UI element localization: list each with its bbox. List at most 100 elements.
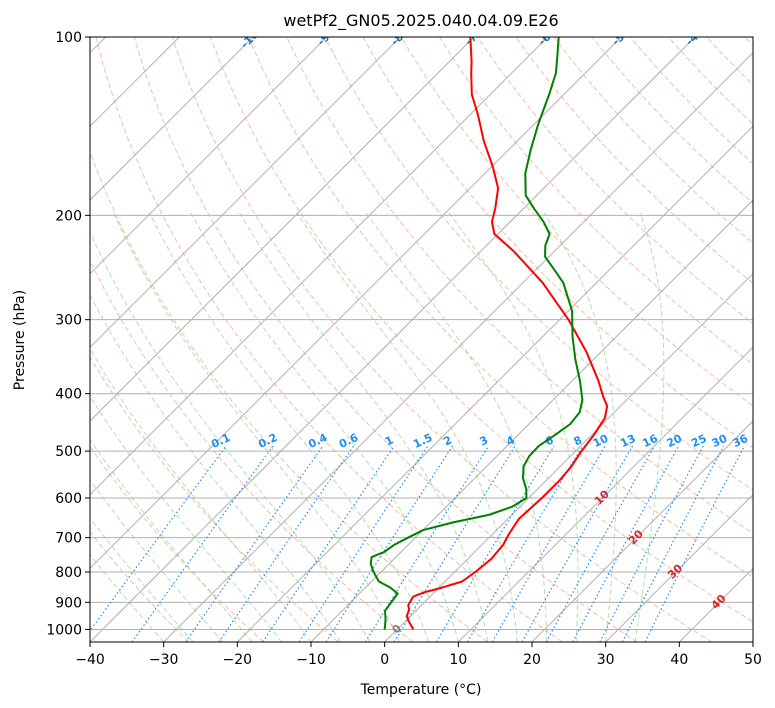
moist-adiabats [90,212,665,642]
moist-adiabat-line [90,517,194,642]
chart-title: wetPf2_GN05.2025.040.04.09.E26 [283,11,558,31]
moist-adiabat-line [634,212,665,642]
isotherm-label: -70 [462,25,485,48]
moist-adiabat-line [90,553,165,642]
temperature-profile-line [405,37,609,630]
mixing-ratio-label: 25 [689,432,708,450]
isotherm-line [531,420,753,642]
mixing-ratio-line [131,445,274,642]
isotherm-line [90,37,696,642]
isotherm-label: -50 [609,25,632,48]
mixing-ratio-label: 16 [640,432,660,450]
y-tick-label: 700 [55,531,82,547]
mixing-ratio-line [185,445,324,642]
dry-adiabat-line [477,37,753,325]
moist-adiabat-line [90,479,223,642]
dry-adiabat-line [286,37,753,534]
isotherm-line [90,37,254,201]
isotherm-line [457,346,753,642]
plot-area: 0.10.20.40.611.52346810131620253036-100-… [90,25,753,642]
moist-adiabat-line [90,347,312,642]
x-axis-label: Temperature (°C) [360,682,482,698]
dry-adiabat-line [90,531,190,642]
x-tick-label: 30 [597,652,615,668]
mixing-ratio-line [364,445,490,642]
isotherms [90,37,753,642]
isotherm-line [90,37,549,496]
isotherm-line [90,37,328,275]
y-tick-label: 200 [55,208,82,224]
x-tick-label: −10 [296,652,326,668]
isotherm-line [310,199,753,642]
isotherm-line [384,272,753,642]
dry-adiabat-line [591,37,753,204]
mixing-ratio-lines [90,445,746,642]
y-tick-label: 900 [55,595,82,611]
isotherm-line [90,37,401,349]
y-tick-label: 300 [55,313,82,329]
y-tick-label: 600 [55,491,82,507]
mixing-ratio-label: 13 [618,432,637,450]
mixing-ratio-line [545,445,656,642]
dry-adiabat-line [438,37,753,366]
moist-adiabat-line [90,230,371,642]
dry-adiabat-line [324,37,753,491]
y-axis-label: Pressure (hPa) [12,290,28,390]
mixing-ratio-line [262,445,395,642]
dry-adiabat-line [515,37,753,284]
y-tick-label: 500 [55,444,82,460]
x-tick-label: 0 [380,652,389,668]
x-tick-label: −40 [75,652,105,668]
mixing-ratio-line [325,445,454,642]
isotherm-label: -90 [315,25,338,48]
x-axis: −40 −30 −20 −10 0 10 20 30 40 50 [75,642,762,668]
moist-adiabat-line [90,438,253,642]
mixing-ratio-line [521,445,634,642]
dry-adiabat-line [90,259,414,642]
y-axis: 100 200 300 400 500 600 700 800 900 1000 [46,30,90,638]
pressure-gridlines [90,37,753,630]
dry-adiabat-line [400,37,753,407]
moist-adiabat-line [365,212,548,642]
x-tick-label: −30 [149,652,179,668]
mixing-ratio-label: 10 [591,432,611,450]
x-tick-label: 20 [523,652,541,668]
isotherm-label: -40 [683,25,706,48]
mixing-ratio-line [298,445,429,642]
x-tick-label: 10 [449,652,467,668]
mixing-ratio-label: 20 [665,432,685,450]
moist-adiabat-line [149,212,430,642]
moist-adiabat-line [90,293,341,642]
mixing-ratio-line [393,445,516,642]
x-tick-label: −20 [223,652,253,668]
y-tick-label: 1000 [46,622,82,638]
moist-adiabat-line [113,212,400,642]
x-tick-label: 40 [670,652,688,668]
dry-adiabat-line [210,37,753,623]
mixing-ratio-line [644,445,746,642]
dry-adiabat-line [90,150,488,642]
mixing-ratio-line [218,445,355,642]
dry-adiabat-line [248,37,753,578]
moist-adiabat-line [296,212,518,642]
dry-adiabats [90,37,753,642]
x-tick-label: 50 [744,652,762,668]
y-tick-label: 400 [55,387,82,403]
mixing-ratio-label: 36 [731,432,751,450]
isotherm-label: -60 [536,25,559,48]
dry-adiabat-line [362,37,753,449]
dry-adiabat-line [95,37,563,642]
profiles [369,37,609,630]
moist-adiabat-line [543,212,617,642]
dry-adiabat-line [171,37,712,642]
y-tick-label: 800 [55,565,82,581]
y-tick-label: 100 [55,30,82,46]
dewpoint-profile-line [369,37,584,630]
isotherm-line [605,493,753,642]
isotherm-line [236,125,753,642]
mixing-ratio-line [466,445,584,642]
moist-adiabat-line [239,212,489,642]
plot-frame [89,36,754,643]
